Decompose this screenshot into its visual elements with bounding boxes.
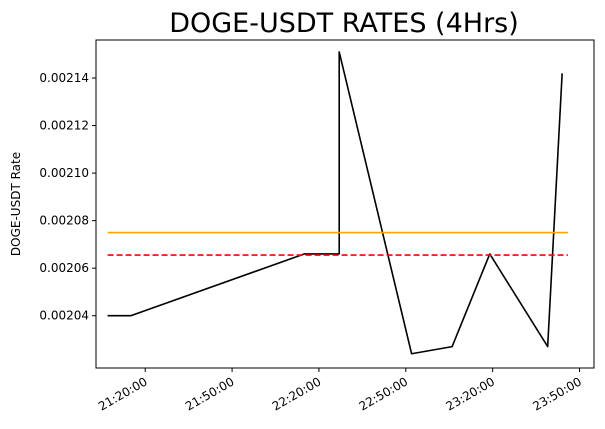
y-tick-label: 0.00208	[39, 214, 89, 228]
y-tick-label: 0.00210	[39, 166, 89, 180]
y-tick-label: 0.00214	[39, 71, 89, 85]
plot-frame	[95, 39, 595, 369]
x-tick-label: 22:20:00	[270, 374, 324, 413]
x-tick-label: 22:50:00	[357, 374, 411, 413]
y-axis-label: DOGE-USDT Rate	[9, 152, 23, 256]
x-tick-label: 23:20:00	[443, 374, 497, 413]
y-tick-label: 0.00206	[39, 261, 89, 275]
y-tick-label: 0.00212	[39, 119, 89, 133]
plot-area: 0.00204 0.00206 0.00208 0.00210 0.00212 0.002…	[39, 39, 595, 414]
x-tick-label: 21:50:00	[183, 374, 237, 413]
x-tick-label: 23:50:00	[530, 374, 584, 413]
chart-title: DOGE-USDT RATES (4Hrs)	[169, 8, 519, 39]
y-tick-label: 0.00204	[39, 309, 89, 323]
series-line-0	[107, 51, 563, 355]
x-tick-label: 21:20:00	[96, 374, 150, 413]
